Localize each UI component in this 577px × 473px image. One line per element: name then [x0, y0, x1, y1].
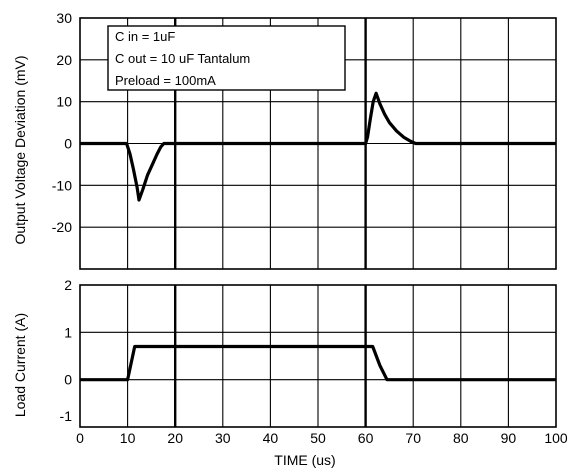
top-series: [80, 91, 556, 202]
bottom-y-tick: 2: [64, 277, 72, 293]
bottom-grid: [80, 285, 556, 427]
top-plot-frame: [79, 17, 557, 270]
legend-box: [107, 25, 346, 91]
x-tick: 100: [544, 430, 568, 446]
bottom-y-axis-label: Load Current (A): [12, 313, 28, 417]
x-axis-label: TIME (us): [274, 452, 335, 468]
x-tick: 60: [358, 430, 374, 446]
load-current-line: [80, 344, 556, 382]
bottom-y-tick: 0: [64, 372, 72, 388]
bottom-series: [80, 344, 556, 382]
top-y-tick: 30: [56, 10, 72, 26]
top-y-tick: 20: [56, 52, 72, 68]
top-y-tick: -10: [52, 177, 72, 193]
top-y-tick: 10: [56, 94, 72, 110]
bottom-y-tick-labels: 2 1 0 -1: [60, 277, 73, 424]
x-tick: 10: [120, 430, 136, 446]
voltage-deviation-line: [80, 91, 556, 202]
x-tick: 20: [167, 430, 183, 446]
x-tick: 40: [263, 430, 279, 446]
top-y-tick: -20: [52, 219, 72, 235]
bottom-y-tick: -1: [60, 408, 73, 424]
bottom-y-tick: 1: [64, 324, 72, 340]
bottom-plot-frame: [79, 284, 557, 428]
x-tick: 90: [501, 430, 517, 446]
x-tick: 50: [310, 430, 326, 446]
x-tick: 0: [76, 430, 84, 446]
x-tick: 30: [215, 430, 231, 446]
x-tick: 70: [405, 430, 421, 446]
top-y-axis-label: Output Voltage Deviation (mV): [12, 55, 28, 244]
top-y-tick: 0: [64, 136, 72, 152]
x-tick-labels: 0 10 20 30 40 50 60 70 80 90 100: [76, 430, 568, 446]
x-tick: 80: [453, 430, 469, 446]
legend-line-1: C in = 1uF: [115, 29, 175, 44]
legend-line-2: C out = 10 uF Tantalum: [115, 51, 250, 66]
legend-line-3: Preload = 100mA: [115, 73, 216, 88]
top-y-tick-labels: 30 20 10 0 -10 -20: [52, 10, 72, 235]
